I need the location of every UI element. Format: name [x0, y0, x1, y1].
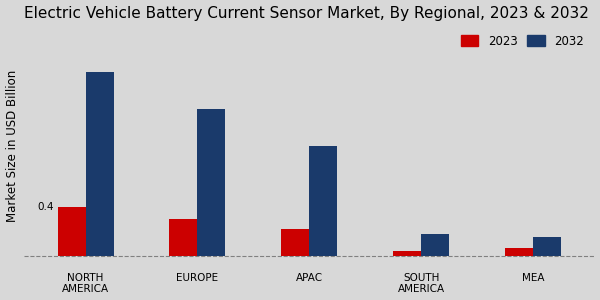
Bar — [86, 72, 113, 256]
Bar — [421, 234, 449, 256]
Bar — [58, 207, 86, 256]
Bar — [505, 248, 533, 256]
Text: Electric Vehicle Battery Current Sensor Market, By Regional, 2023 & 2032: Electric Vehicle Battery Current Sensor … — [24, 6, 589, 21]
Y-axis label: Market Size in USD Billion: Market Size in USD Billion — [5, 69, 19, 222]
Bar — [309, 146, 337, 256]
Bar — [393, 251, 421, 256]
Bar — [281, 229, 309, 256]
Bar — [533, 237, 561, 256]
Text: 0.4: 0.4 — [37, 202, 54, 212]
Bar — [169, 219, 197, 256]
Bar — [197, 109, 226, 256]
Legend: 2023, 2032: 2023, 2032 — [456, 30, 589, 52]
